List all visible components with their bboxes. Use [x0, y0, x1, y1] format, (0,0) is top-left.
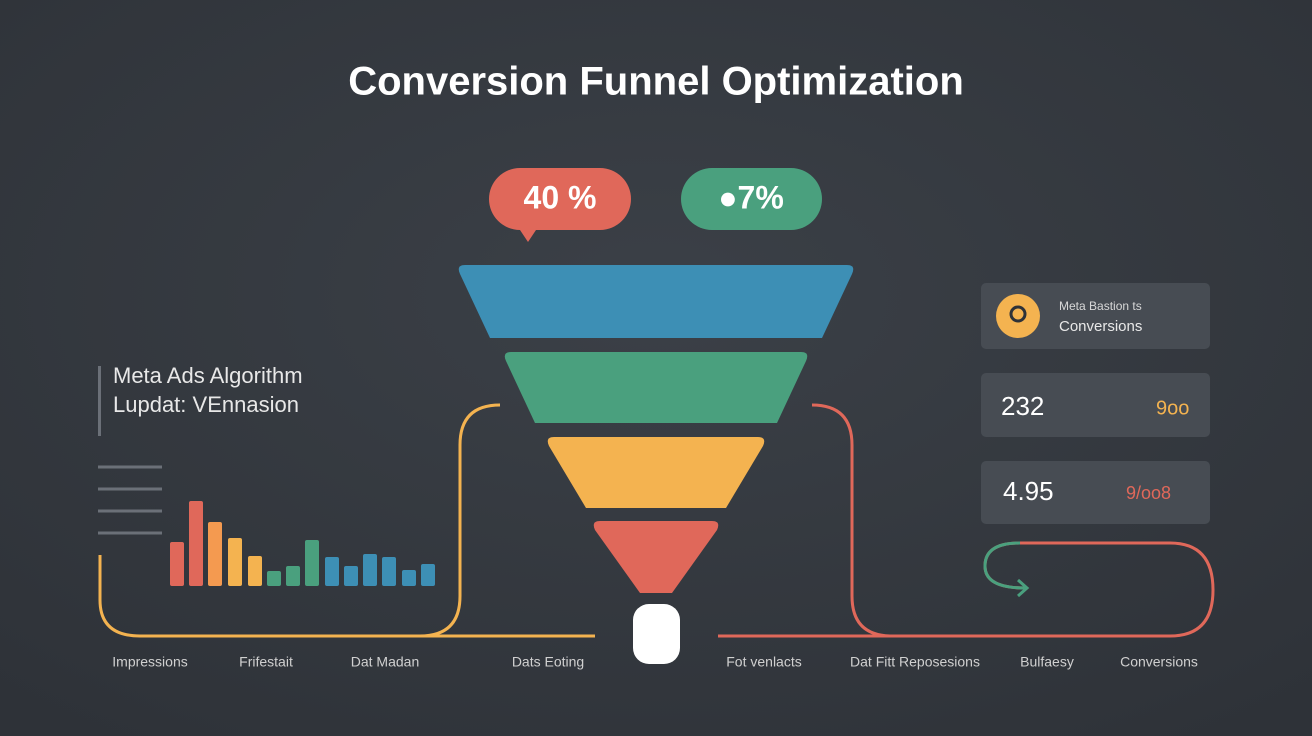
- bar-shape: [325, 557, 339, 586]
- card: [981, 461, 1210, 524]
- bar-shape: [363, 554, 377, 586]
- bar-shape: [170, 542, 184, 586]
- bar-shape: [305, 540, 319, 586]
- bar-shape: [344, 566, 358, 586]
- step-label: Frifestait: [239, 654, 293, 670]
- funnel-drop: [633, 604, 680, 664]
- badge: 40 %: [524, 179, 597, 215]
- step-label: Dats Eoting: [512, 654, 584, 670]
- arrow: [983, 541, 1030, 598]
- step-label: Conversions: [1120, 654, 1198, 670]
- note-line: Meta Ads Algorithm: [113, 363, 303, 388]
- funnel-stage: [547, 437, 765, 508]
- title: Conversion Funnel Optimization: [348, 60, 964, 104]
- connector: [98, 403, 501, 638]
- bar-shape: [267, 571, 281, 586]
- bar-shape: [382, 557, 396, 586]
- note-bar: [98, 366, 101, 436]
- bar-shape: [208, 522, 222, 586]
- step-label: Dat Madan: [351, 654, 419, 670]
- bar-shape: [248, 556, 262, 586]
- step-label: Dat Fitt Reposesions: [850, 654, 980, 670]
- note-rules: [98, 465, 162, 535]
- card-value: 232: [1001, 391, 1044, 421]
- bar-shape: [421, 564, 435, 586]
- funnel-stage: [504, 352, 808, 423]
- card-value: 4.95: [1003, 476, 1054, 506]
- steps: Impressions Frifestait Dat Madan Dats Eo…: [112, 654, 1198, 670]
- note-line: Lupdat: VEnnasion: [113, 392, 299, 417]
- card-label: Conversions: [1059, 318, 1142, 335]
- funnel-stage: [593, 521, 719, 593]
- badge-bg: [489, 168, 631, 242]
- card-extra: 9oo: [1156, 397, 1189, 419]
- bar-shape: [402, 570, 416, 586]
- bar-shape: [228, 538, 242, 586]
- step-label: Bulfaesy: [1020, 654, 1074, 670]
- card-icon: [996, 294, 1040, 338]
- funnel-stage: [458, 265, 854, 338]
- card-icon: [1009, 305, 1027, 323]
- badge: ●7%: [718, 179, 784, 215]
- bar-shape: [189, 501, 203, 586]
- step-label: Impressions: [112, 654, 187, 670]
- step-label: Fot venlacts: [726, 654, 801, 670]
- connectors: [98, 403, 1215, 638]
- card-extra: 9/oo8: [1126, 483, 1171, 503]
- card: [981, 373, 1210, 437]
- funnel: [458, 265, 854, 664]
- card-caption: Meta Bastion ts: [1059, 299, 1142, 313]
- badge-bg: [681, 168, 822, 230]
- mini-bars: [170, 501, 435, 586]
- card: [981, 283, 1210, 349]
- bar-shape: [286, 566, 300, 586]
